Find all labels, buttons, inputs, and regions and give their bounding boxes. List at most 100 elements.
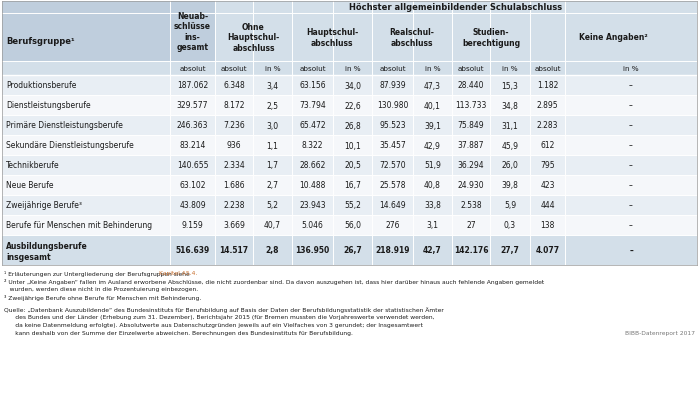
Text: in %: in % [344, 66, 360, 72]
Bar [2, 76, 697, 96]
Text: 35.457: 35.457 [379, 141, 406, 150]
Text: 26,0: 26,0 [502, 161, 519, 170]
Text: 8.322: 8.322 [302, 141, 323, 150]
Text: 56,0: 56,0 [344, 221, 361, 230]
Text: Realschul-
abschluss: Realschul- abschluss [390, 28, 435, 47]
Text: 42,9: 42,9 [424, 141, 441, 150]
Text: 63.102: 63.102 [179, 181, 206, 190]
Bar [2, 2, 170, 62]
Text: Neuab-
schlüsse
ins-
gesamt: Neuab- schlüsse ins- gesamt [174, 12, 211, 52]
Text: 26,7: 26,7 [343, 246, 362, 255]
Text: 2,7: 2,7 [267, 181, 279, 190]
Text: absolut: absolut [299, 66, 326, 72]
Text: 40,1: 40,1 [424, 101, 441, 110]
Text: 24.930: 24.930 [458, 181, 484, 190]
Bar [170, 2, 215, 62]
Text: in %: in % [265, 66, 280, 72]
Text: absolut: absolut [458, 66, 484, 72]
Text: in %: in % [502, 66, 518, 72]
Text: BIBB-Datenreport 2017: BIBB-Datenreport 2017 [625, 331, 695, 336]
Text: –: – [629, 221, 633, 230]
Text: 65.472: 65.472 [299, 121, 326, 130]
Text: 795: 795 [540, 161, 555, 170]
Text: 27: 27 [466, 221, 476, 230]
Text: 26,8: 26,8 [344, 121, 361, 130]
Text: Berufsgruppe¹: Berufsgruppe¹ [6, 36, 75, 45]
Text: 10,1: 10,1 [344, 141, 361, 150]
Text: –: – [629, 81, 633, 90]
Text: 2.283: 2.283 [537, 121, 559, 130]
Text: ¹ Erläuterungen zur Untergliederung der Berufsgruppen siehe: ¹ Erläuterungen zur Untergliederung der … [4, 270, 192, 276]
Bar [2, 116, 697, 136]
Text: –: – [629, 181, 633, 190]
Text: 329.577: 329.577 [176, 101, 209, 110]
Text: 936: 936 [227, 141, 242, 150]
Text: ³ Zweijährige Berufe ohne Berufe für Menschen mit Behinderung.: ³ Zweijährige Berufe ohne Berufe für Men… [4, 294, 202, 300]
Text: 16,7: 16,7 [344, 181, 361, 190]
Text: 63.156: 63.156 [299, 81, 326, 90]
Text: 22,6: 22,6 [344, 101, 361, 110]
Text: 47,3: 47,3 [424, 81, 441, 90]
Text: –: – [629, 101, 633, 110]
Text: 113.733: 113.733 [455, 101, 486, 110]
Text: 25.578: 25.578 [379, 181, 406, 190]
Text: des Bundes und der Länder (Erhebung zum 31. Dezember), Berichtsjahr 2015 (für Br: des Bundes und der Länder (Erhebung zum … [4, 315, 435, 320]
Bar [2, 96, 697, 116]
Text: 39,1: 39,1 [424, 121, 441, 130]
Text: 3,4: 3,4 [267, 81, 279, 90]
Text: 20,5: 20,5 [344, 161, 361, 170]
Bar [2, 196, 697, 216]
Text: 37.887: 37.887 [458, 141, 484, 150]
Bar [2, 62, 697, 76]
Text: 7.236: 7.236 [223, 121, 245, 130]
Text: Keine Angaben²: Keine Angaben² [579, 34, 648, 43]
Bar [2, 136, 697, 155]
Text: Ausbildungsberufe: Ausbildungsberufe [6, 242, 88, 251]
Text: 3,1: 3,1 [426, 221, 438, 230]
Text: 42,7: 42,7 [423, 246, 442, 255]
Text: 34,8: 34,8 [502, 101, 519, 110]
Text: 187.062: 187.062 [177, 81, 208, 90]
Text: 95.523: 95.523 [379, 121, 406, 130]
Text: 136.950: 136.950 [295, 246, 330, 255]
Bar [215, 2, 697, 14]
Text: 9.159: 9.159 [181, 221, 204, 230]
Text: –: – [629, 161, 633, 170]
Text: 73.794: 73.794 [299, 101, 326, 110]
Text: 3.669: 3.669 [223, 221, 245, 230]
Text: 516.639: 516.639 [176, 246, 209, 255]
Text: 83.214: 83.214 [179, 141, 206, 150]
Text: –: – [629, 141, 633, 150]
Text: kann deshalb von der Summe der Einzelwerte abweichen. Berechnungen des Bundesins: kann deshalb von der Summe der Einzelwer… [4, 331, 353, 336]
Text: 45,9: 45,9 [501, 141, 519, 150]
Text: Hauptschul-
abschluss: Hauptschul- abschluss [306, 28, 358, 47]
Text: Studien-
berechtigung: Studien- berechtigung [462, 28, 520, 47]
Text: Berufe für Menschen mit Behinderung: Berufe für Menschen mit Behinderung [6, 221, 152, 230]
Text: 1,1: 1,1 [267, 141, 279, 150]
Text: 5,9: 5,9 [504, 201, 516, 210]
Text: 2.334: 2.334 [223, 161, 245, 170]
Text: 14.649: 14.649 [379, 201, 406, 210]
Text: 2,5: 2,5 [267, 101, 279, 110]
Bar [215, 14, 697, 62]
Text: –: – [629, 246, 633, 255]
Text: 27,7: 27,7 [500, 246, 519, 255]
Text: 2.538: 2.538 [460, 201, 482, 210]
Text: 8.172: 8.172 [223, 101, 245, 110]
Text: –: – [629, 201, 633, 210]
Text: 28.662: 28.662 [300, 161, 326, 170]
Text: 33,8: 33,8 [424, 201, 441, 210]
Text: 0,3: 0,3 [504, 221, 516, 230]
Text: Kapitel A5.4.: Kapitel A5.4. [159, 271, 197, 276]
Text: 218.919: 218.919 [375, 246, 410, 255]
Bar [2, 2, 697, 76]
Text: 43.809: 43.809 [179, 201, 206, 210]
Text: 1.182: 1.182 [537, 81, 558, 90]
Bar [2, 236, 697, 265]
Text: 423: 423 [540, 181, 554, 190]
Text: absolut: absolut [179, 66, 206, 72]
Text: 5,2: 5,2 [267, 201, 279, 210]
Text: absolut: absolut [220, 66, 247, 72]
Text: 14.517: 14.517 [219, 246, 248, 255]
Text: 612: 612 [540, 141, 554, 150]
